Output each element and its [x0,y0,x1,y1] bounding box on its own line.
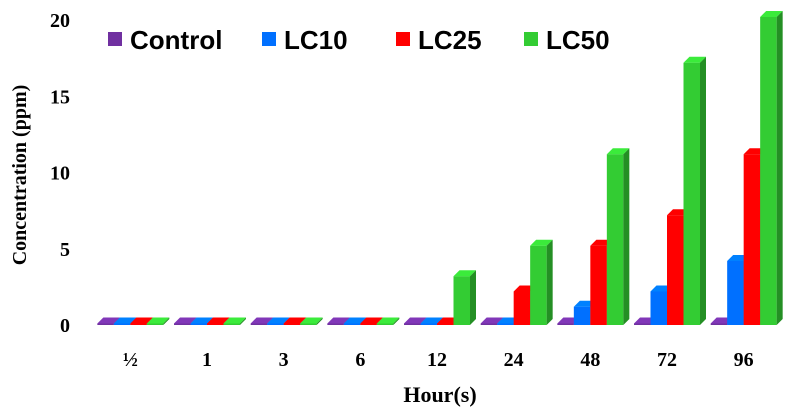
legend-label: LC10 [284,25,348,55]
x-tick-label: 12 [427,349,447,371]
y-tick-label: 20 [50,10,70,32]
y-axis-ticks: 0 5 10 15 20 [50,10,70,337]
x-tick-label: 48 [580,349,600,371]
y-tick-label: 5 [60,239,70,261]
legend-swatch [108,32,122,46]
x-axis-label: Hour(s) [403,382,476,407]
x-tick-label: 96 [734,349,754,371]
chart-bars [97,10,783,325]
x-tick-label: 72 [657,349,677,371]
bar [453,270,476,325]
legend-item: LC25 [396,25,482,55]
bar [223,317,246,325]
bar [146,317,170,325]
legend-label: Control [130,25,222,55]
y-tick-label: 15 [50,86,70,108]
bar [760,10,783,325]
x-tick-label: 1 [202,349,212,371]
x-tick-label: 6 [355,349,365,371]
legend-label: LC50 [546,25,610,55]
legend-item: LC10 [262,25,348,55]
legend-item: Control [108,25,222,55]
x-tick-label: 24 [504,349,524,371]
x-tick-label: 3 [279,349,289,371]
x-tick-label: ½ [123,349,138,371]
legend-label: LC25 [418,25,482,55]
bar [606,148,630,325]
legend-item: LC50 [524,25,610,55]
legend-swatch [524,32,538,46]
y-tick-label: 10 [50,163,70,185]
bar [376,317,400,325]
bar [683,56,706,325]
y-tick-label: 0 [60,315,70,337]
chart-legend: Control LC10 LC25 LC50 [108,25,610,55]
bar [530,239,553,325]
legend-swatch [396,32,410,46]
x-axis-ticks: ½ 1 3 6 12 24 48 72 96 [123,349,754,371]
y-axis-label: Concentration (ppm) [9,85,31,266]
bar [300,317,323,325]
legend-swatch [262,32,276,46]
